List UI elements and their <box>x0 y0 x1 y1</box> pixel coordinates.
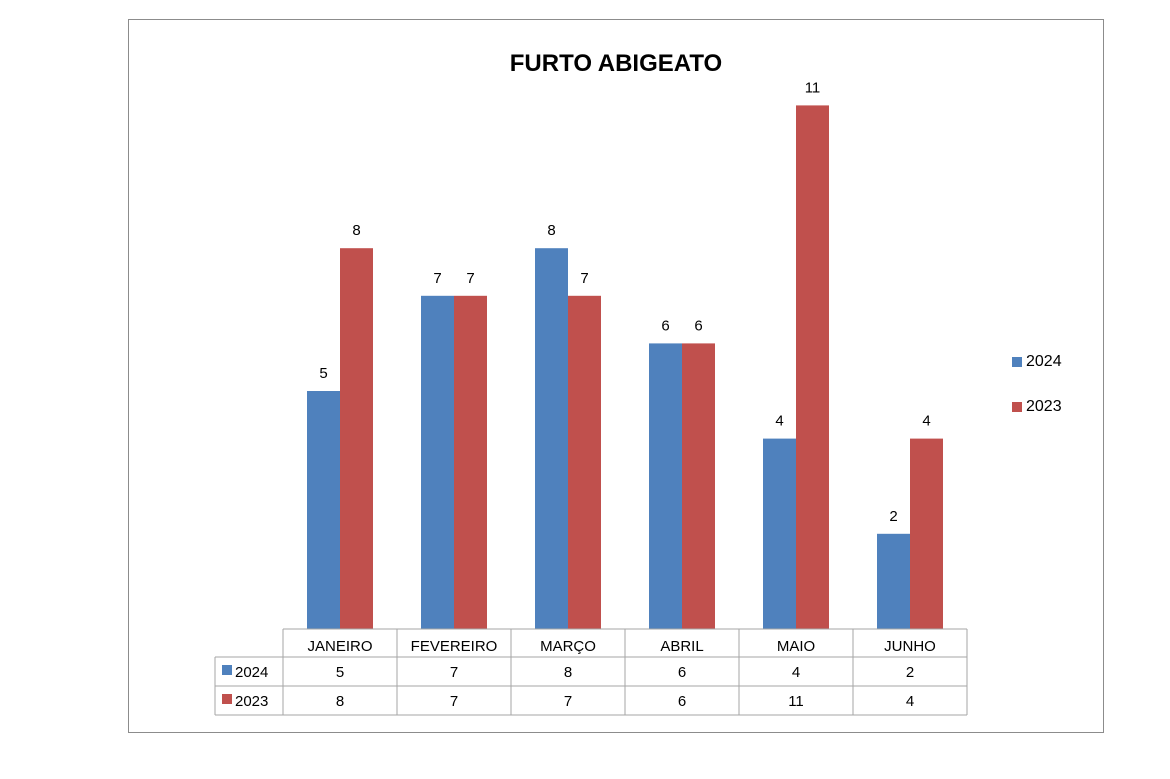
bar-2023-maio <box>796 105 829 629</box>
category-label-março: MARÇO <box>540 638 596 655</box>
chart-title: FURTO ABIGEATO <box>509 50 723 77</box>
data-label-2023-março: 7 <box>580 270 588 287</box>
table-cell-2024-março: 8 <box>564 664 572 681</box>
bar-2023-junho <box>910 438 943 629</box>
table-cell-2024-junho: 2 <box>906 664 914 681</box>
data-label-2023-maio: 11 <box>805 79 821 96</box>
data-label-2024-junho: 2 <box>889 508 897 525</box>
table-cell-2024-fevereiro: 7 <box>450 664 458 681</box>
legend-swatch-2024 <box>1012 357 1022 367</box>
bar-2023-março <box>568 295 601 629</box>
legend-item-2024: 2024 <box>1012 350 1062 374</box>
table-cell-2023-abril: 6 <box>678 693 686 710</box>
table-cell-2024-janeiro: 5 <box>336 664 344 681</box>
category-label-janeiro: JANEIRO <box>307 638 372 655</box>
legend-label-2024: 2024 <box>1026 353 1062 370</box>
category-label-abril: ABRIL <box>660 638 703 655</box>
legend-label-2023: 2023 <box>1026 398 1062 415</box>
data-label-2023-janeiro: 8 <box>352 222 360 239</box>
table-key-label-2024: 2024 <box>235 664 268 681</box>
bar-2024-janeiro <box>307 391 340 629</box>
table-cell-2023-maio: 11 <box>788 693 804 710</box>
data-label-2023-fevereiro: 7 <box>466 270 474 287</box>
bar-2024-junho <box>877 533 910 629</box>
table-cell-2024-abril: 6 <box>678 664 686 681</box>
bar-2024-abril <box>649 343 682 629</box>
table-cell-2023-junho: 4 <box>906 693 914 710</box>
legend-item-2023: 2023 <box>1012 395 1062 419</box>
data-label-2024-maio: 4 <box>775 413 783 430</box>
table-key-label-2023: 2023 <box>235 693 268 710</box>
bar-2023-abril <box>682 343 715 629</box>
data-label-2024-fevereiro: 7 <box>433 270 441 287</box>
bar-2024-março <box>535 248 568 629</box>
bar-2023-janeiro <box>340 248 373 629</box>
bar-2023-fevereiro <box>454 295 487 629</box>
category-label-fevereiro: FEVEREIRO <box>411 638 498 655</box>
table-cell-2023-fevereiro: 7 <box>450 693 458 710</box>
legend: 2024 2023 <box>1012 350 1062 440</box>
table-cell-2023-janeiro: 8 <box>336 693 344 710</box>
table-key-swatch-2024 <box>222 665 232 675</box>
bar-2024-fevereiro <box>421 295 454 629</box>
table-key-swatch-2023 <box>222 694 232 704</box>
table-cell-2024-maio: 4 <box>792 664 800 681</box>
table-cell-2023-março: 7 <box>564 693 572 710</box>
category-label-junho: JUNHO <box>884 638 936 655</box>
category-label-maio: MAIO <box>777 638 815 655</box>
data-label-2023-junho: 4 <box>922 413 930 430</box>
legend-swatch-2023 <box>1012 402 1022 412</box>
data-label-2023-abril: 6 <box>694 317 702 334</box>
data-label-2024-janeiro: 5 <box>319 365 327 382</box>
data-label-2024-abril: 6 <box>661 317 669 334</box>
bar-2024-maio <box>763 438 796 629</box>
data-label-2024-março: 8 <box>547 222 555 239</box>
